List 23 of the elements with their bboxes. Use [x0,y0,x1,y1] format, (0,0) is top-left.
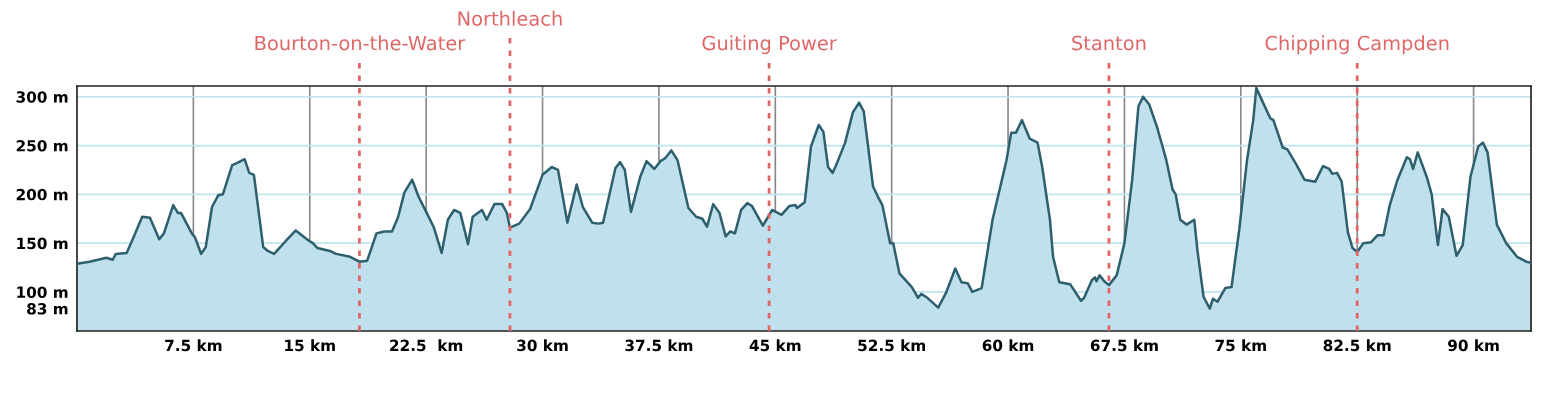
ref-line-label: Northleach [458,10,562,26]
y-tick-label: 100 m [17,286,68,298]
ref-line-label: Stanton [1072,35,1146,51]
x-tick-label: 7.5 km [165,339,222,352]
y-tick-label: 250 m [16,140,68,152]
x-tick-label: 90 km [1448,339,1499,352]
x-tick-label: 15 km [285,339,335,352]
x-tick-label: 52.5 km [858,339,926,352]
x-tick-label: 75 km [1215,339,1266,352]
y-tick-label: 200 m [16,188,68,201]
ref-line-label: Guiting Power [702,35,837,55]
y-tick-label: 83 m [27,303,68,315]
x-tick-label: 37.5 km [625,339,693,352]
x-tick-label: 30 km [517,339,568,352]
x-tick-label: 22.5 km [390,339,463,352]
x-tick-label: 67.5 km [1090,339,1158,352]
ref-line-label: Chipping Campden [1265,35,1449,55]
x-tick-label: 60 km [982,339,1034,352]
y-tick-label: 300 m [16,91,68,103]
x-tick-label: 82.5 km [1323,339,1391,352]
y-tick-label: 150 m [17,237,68,250]
ref-line-label: Bourton-on-the-Water [255,35,466,51]
x-tick-label: 45 km [749,339,801,352]
